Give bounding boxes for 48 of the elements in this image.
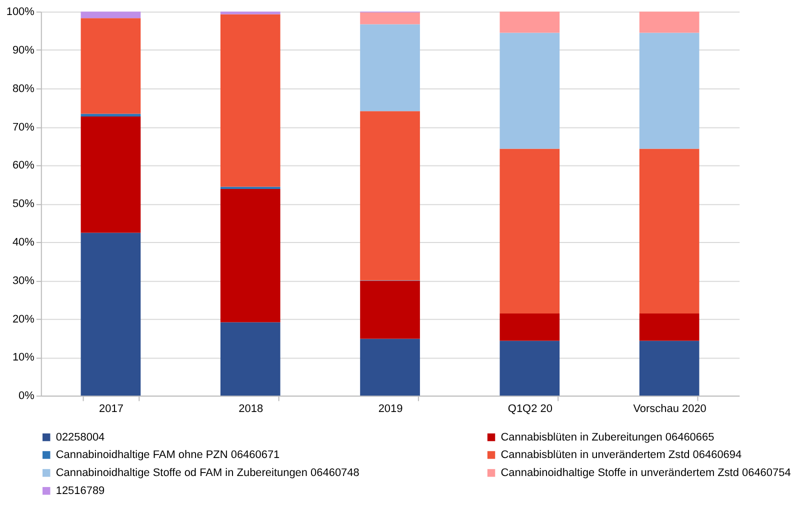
bar (639, 12, 700, 33)
bar (80, 114, 141, 116)
bar (360, 280, 420, 339)
bar (80, 18, 141, 114)
legend-label: Cannabisblüten in Zubereitungen 06460665 (500, 431, 714, 444)
y-tick-label: 60% (12, 160, 35, 172)
bar (220, 12, 280, 14)
bar (360, 24, 420, 112)
y-tick-label: 80% (12, 82, 35, 95)
bar (639, 340, 700, 396)
bar (80, 232, 141, 396)
bar (220, 186, 280, 190)
legend-label: Cannabinoidhaltige Stoffe od FAM in Zubereitungen 06460748 (56, 466, 360, 479)
bar (639, 313, 700, 341)
y-tick-label: 70% (12, 121, 35, 134)
bar (80, 12, 141, 18)
bar (500, 313, 560, 341)
bar (500, 148, 560, 314)
x-tick-label: 2019 (378, 403, 403, 416)
legend-label: 02258004 (56, 431, 105, 444)
bar (360, 338, 420, 396)
bar (500, 32, 560, 149)
x-tick-label: Q1Q2 20 (508, 403, 552, 416)
y-tick-label: 90% (12, 44, 35, 56)
bar (500, 12, 560, 33)
legend-label: 12516789 (56, 484, 105, 497)
bar (80, 116, 141, 233)
legend-label: Cannabinoidhaltige Stoffe in unverändertem Zstd 06460754 (500, 466, 791, 479)
bar (220, 189, 280, 322)
x-tick-label: 2017 (99, 403, 124, 416)
legend-label: Cannabisblüten in unverändertem Zstd 06460694 (500, 448, 742, 461)
y-tick-label: 40% (12, 236, 35, 249)
y-tick-label: 50% (12, 198, 35, 210)
y-tick-label: 10% (12, 352, 35, 364)
bar (639, 148, 700, 314)
y-tick-label: 20% (12, 313, 35, 326)
y-tick-label: 30% (12, 274, 35, 287)
bar (500, 340, 560, 396)
bar (360, 12, 420, 24)
y-tick-label: 100% (6, 6, 35, 18)
legend-label: Cannabinoidhaltige FAM ohne PZN 06460671 (56, 448, 280, 461)
x-tick-label: Vorschau 2020 (633, 403, 706, 416)
y-tick-label: 0% (18, 390, 35, 402)
bar (639, 32, 700, 149)
bar (220, 14, 280, 187)
x-tick-label: 2018 (238, 403, 264, 416)
bar (220, 322, 280, 396)
bar (360, 111, 420, 280)
